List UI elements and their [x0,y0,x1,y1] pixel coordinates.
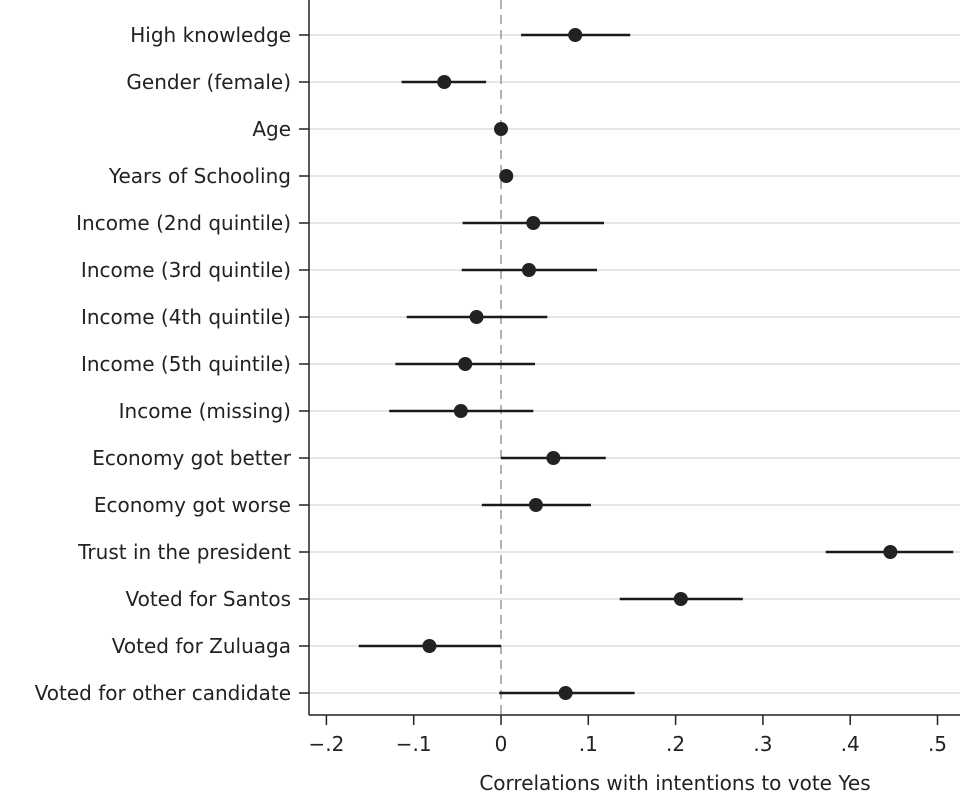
y-tick-label: Economy got worse [94,493,291,517]
y-tick-label: Income (4th quintile) [81,305,291,329]
y-tick-label: Voted for other candidate [35,681,291,705]
y-tick-label: Years of Schooling [108,164,291,188]
x-tick-label: .3 [753,732,772,756]
x-tick-label: .1 [579,732,598,756]
estimate-point [499,169,514,183]
estimate-point [568,28,583,42]
x-axis-label: Correlations with intentions to vote Yes [479,771,870,795]
estimate-point [437,75,452,89]
estimate-point [546,451,561,465]
x-tick-label: 0 [495,732,508,756]
y-tick-label: Voted for Zuluaga [112,634,291,658]
estimate-point [883,545,898,559]
x-tick-label: .4 [841,732,860,756]
y-tick-label: Income (missing) [119,399,291,423]
estimate-point [453,404,468,418]
point-estimates [422,28,898,700]
y-tick-label: Trust in the president [77,540,291,564]
y-axis-ticks: High knowledge Gender (female) Age Years of… [35,23,309,705]
y-tick-label: Age [252,117,291,141]
y-tick-label: High knowledge [130,23,291,47]
x-tick-label: .2 [666,732,685,756]
estimate-point [422,639,437,653]
y-tick-label: Income (3rd quintile) [81,258,291,282]
estimate-point [528,498,543,512]
x-tick-label: −.1 [396,732,432,756]
x-tick-label: −.2 [308,732,344,756]
x-axis-ticks: −.2 −.1 0 .1 .2 .3 .4 .5 [308,715,947,756]
y-tick-label: Income (2nd quintile) [76,211,291,235]
estimate-point [469,310,484,324]
y-tick-label: Economy got better [92,446,292,470]
y-tick-label: Gender (female) [126,70,291,94]
estimate-point [526,216,541,230]
estimate-point [558,686,573,700]
estimate-point [673,592,688,606]
y-tick-label: Voted for Santos [125,587,291,611]
x-tick-label: .5 [928,732,947,756]
estimate-point [521,263,536,277]
estimate-point [458,357,473,371]
y-tick-label: Income (5th quintile) [81,352,291,376]
estimate-point [494,122,508,136]
